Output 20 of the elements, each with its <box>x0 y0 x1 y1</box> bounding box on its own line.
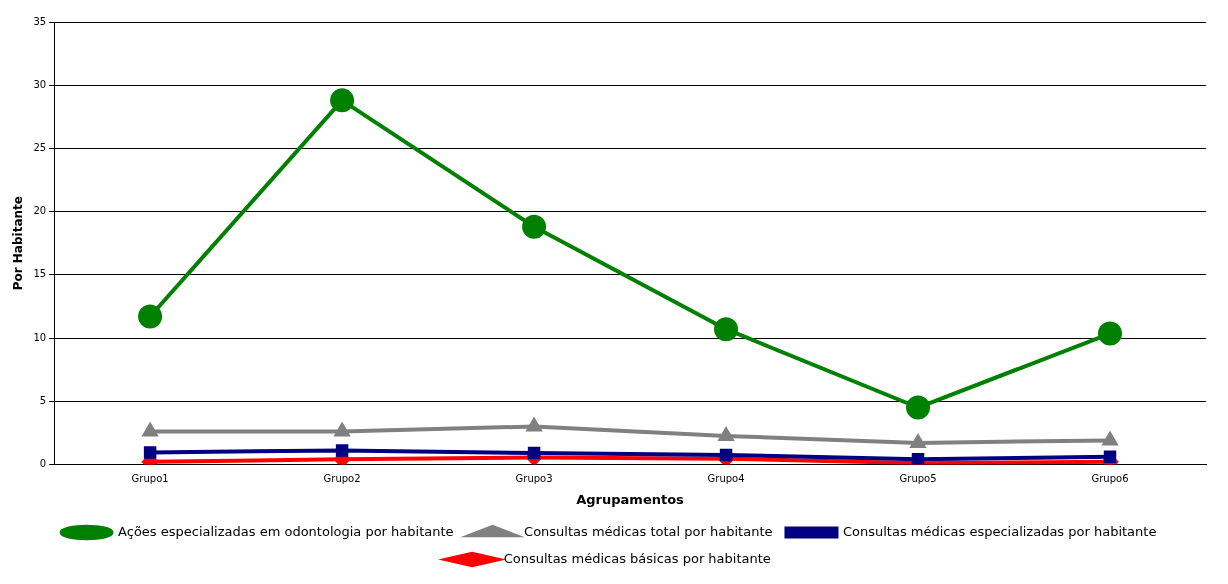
x-tick-label: Grupo2 <box>323 472 361 484</box>
legend-label: Consultas médicas especializadas por habitante <box>842 523 1157 539</box>
y-tick-label: 35 <box>33 15 47 27</box>
y-axis-title: Por Habitante <box>11 196 26 291</box>
y-tick-label: 25 <box>33 141 47 153</box>
x-axis-title: Agrupamentos <box>576 491 685 507</box>
y-tick-label: 0 <box>39 457 47 469</box>
y-tick-label: 10 <box>33 331 47 343</box>
legend-label: Consultas médicas básicas por habitante <box>503 550 771 566</box>
legend-label: Consultas médicas total por habitante <box>524 523 773 539</box>
y-tick-label: 5 <box>39 394 47 406</box>
y-tick-label: 15 <box>33 268 47 280</box>
x-tick-label: Grupo1 <box>131 472 169 484</box>
legend-label: Ações especializadas em odontologia por habitante <box>118 523 454 539</box>
x-tick-label: Grupo5 <box>899 472 937 484</box>
x-tick-label: Grupo4 <box>707 472 745 484</box>
y-tick-label: 20 <box>33 205 47 217</box>
x-tick-label: Grupo6 <box>1091 472 1129 484</box>
x-tick-label: Grupo3 <box>515 472 553 484</box>
y-tick-label: 30 <box>33 78 47 90</box>
